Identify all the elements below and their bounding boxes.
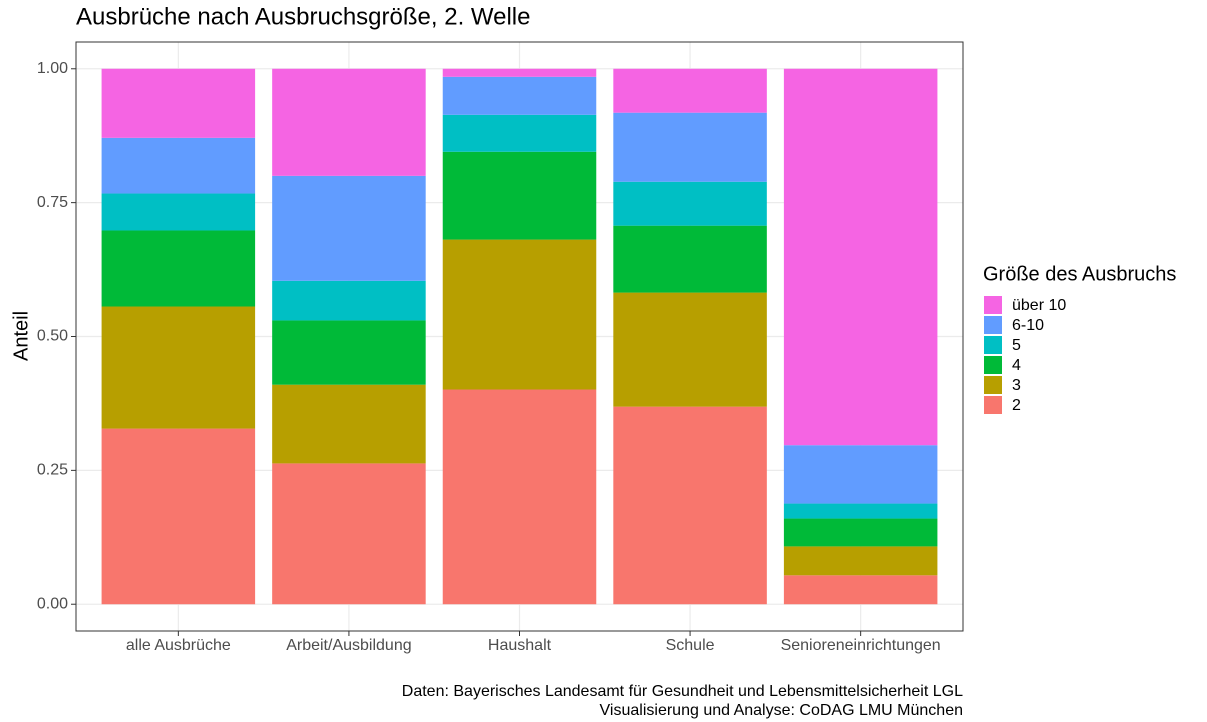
legend-key (984, 396, 1002, 414)
bar-segment (101, 306, 256, 429)
legend-label: 5 (1012, 337, 1021, 354)
bar-segment (101, 230, 256, 307)
legend-key (984, 356, 1002, 374)
bar-segment (783, 518, 938, 547)
bar-segment (442, 389, 597, 605)
bar-segment (101, 68, 256, 138)
caption: Visualisierung und Analyse: CoDAG LMU Mü… (600, 702, 963, 719)
x-tick-label: alle Ausbrüche (126, 637, 231, 654)
bar-segment (613, 225, 767, 293)
y-tick-label: 0.25 (37, 462, 68, 479)
bar-segment (783, 503, 938, 519)
y-axis-title: Anteil (10, 311, 32, 361)
legend-key (984, 316, 1002, 334)
bar-segment (272, 280, 426, 321)
y-tick-label: 0.50 (37, 328, 68, 345)
bar-segment (613, 68, 767, 113)
panel-border (75, 41, 964, 632)
caption: Daten: Bayerisches Landesamt für Gesundh… (402, 683, 963, 700)
bar-segment (783, 575, 938, 605)
bar-segment (783, 546, 938, 576)
chart-title: Ausbrüche nach Ausbruchsgröße, 2. Welle (76, 3, 530, 30)
bar-segment (613, 181, 767, 226)
bar-segment (442, 68, 597, 77)
bar-segment (442, 151, 597, 240)
bar-segment (442, 114, 597, 152)
y-tick-label: 0.00 (37, 595, 68, 612)
bar-segment (101, 428, 256, 605)
legend-label: 6-10 (1012, 317, 1044, 334)
bar-segment (272, 384, 426, 464)
y-tick-label: 0.75 (37, 194, 68, 211)
bar-segment (101, 137, 256, 194)
legend-label: über 10 (1012, 297, 1066, 314)
x-tick-label: Arbeit/Ausbildung (286, 637, 411, 654)
legend-key (984, 376, 1002, 394)
bar-segment (442, 76, 597, 115)
bar-segment (272, 320, 426, 385)
bar-segment (272, 68, 426, 176)
bar-segment (783, 68, 938, 446)
bar-segment (613, 112, 767, 182)
bar-segment (613, 292, 767, 407)
x-tick-label: Haushalt (488, 637, 552, 654)
bar-segment (272, 175, 426, 281)
bar-segment (272, 463, 426, 605)
x-tick-label: Senioreneinrichtungen (781, 637, 941, 654)
legend-label: 2 (1012, 397, 1021, 414)
x-tick-label: Schule (666, 637, 715, 654)
legend-title: Größe des Ausbruchs (983, 263, 1176, 285)
legend-label: 4 (1012, 357, 1021, 374)
bar-segment (101, 193, 256, 231)
legend-key (984, 296, 1002, 314)
legend-label: 3 (1012, 377, 1021, 394)
bar-segment (442, 239, 597, 390)
legend-key (984, 336, 1002, 354)
y-tick-label: 1.00 (37, 60, 68, 77)
bar-segment (613, 406, 767, 605)
bar-segment (783, 445, 938, 504)
